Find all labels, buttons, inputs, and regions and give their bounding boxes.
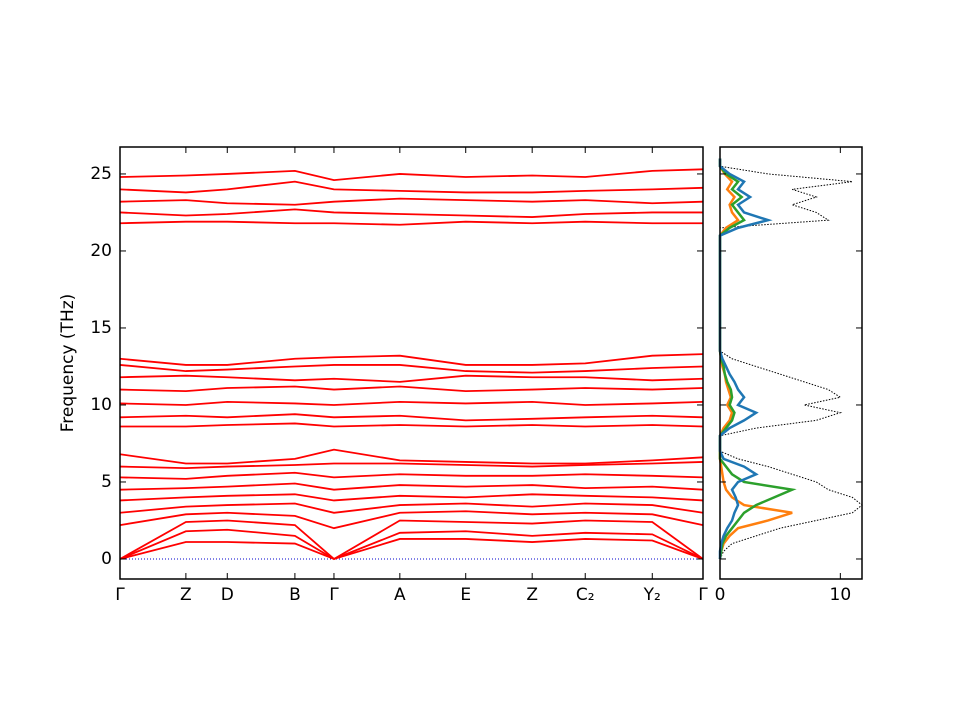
x-tick-label: 0 <box>715 585 726 605</box>
band <box>119 168 704 182</box>
band <box>119 519 704 561</box>
band <box>120 422 704 428</box>
band <box>119 413 704 422</box>
y-tick-label: 10 <box>90 395 112 415</box>
band <box>119 220 703 226</box>
dos-curve <box>718 158 773 559</box>
dos-curve <box>718 158 797 560</box>
x-tick-label: Γ <box>329 585 339 605</box>
x-tick-label: Z <box>526 585 538 605</box>
y-tick-label: 25 <box>90 164 112 184</box>
x-tick-label: Y₂ <box>643 585 661 605</box>
band <box>119 471 704 480</box>
x-tick-label: C₂ <box>576 585 595 605</box>
band <box>119 400 704 406</box>
x-tick-label: Z <box>180 585 192 605</box>
band <box>119 482 704 491</box>
band <box>119 448 704 465</box>
dos-curve <box>718 158 793 560</box>
band <box>119 364 704 374</box>
band <box>119 374 704 383</box>
x-tick-label: Γ <box>698 585 708 605</box>
band <box>119 180 704 194</box>
y-tick-label: 5 <box>101 472 112 492</box>
y-tick-label: 15 <box>90 318 112 338</box>
x-tick-label: Γ <box>115 585 125 605</box>
band <box>119 353 704 366</box>
band <box>119 461 704 470</box>
x-tick-label: B <box>289 585 301 605</box>
plot-frame <box>119 146 704 580</box>
y-axis-label: Frequency (THz) <box>58 294 78 433</box>
band <box>119 510 704 530</box>
band <box>119 538 704 560</box>
band <box>119 385 704 393</box>
x-tick-label: 10 <box>830 585 852 605</box>
x-tick-label: A <box>394 585 406 605</box>
x-tick-label: D <box>221 585 234 605</box>
band <box>119 502 704 514</box>
y-tick-label: 0 <box>101 549 112 569</box>
band <box>119 493 704 502</box>
dos-curve <box>719 158 863 560</box>
y-tick-label: 20 <box>90 241 112 261</box>
band <box>119 208 703 218</box>
band <box>119 197 704 206</box>
x-tick-label: E <box>460 585 471 605</box>
band <box>119 528 704 560</box>
plot-frame <box>719 146 863 580</box>
